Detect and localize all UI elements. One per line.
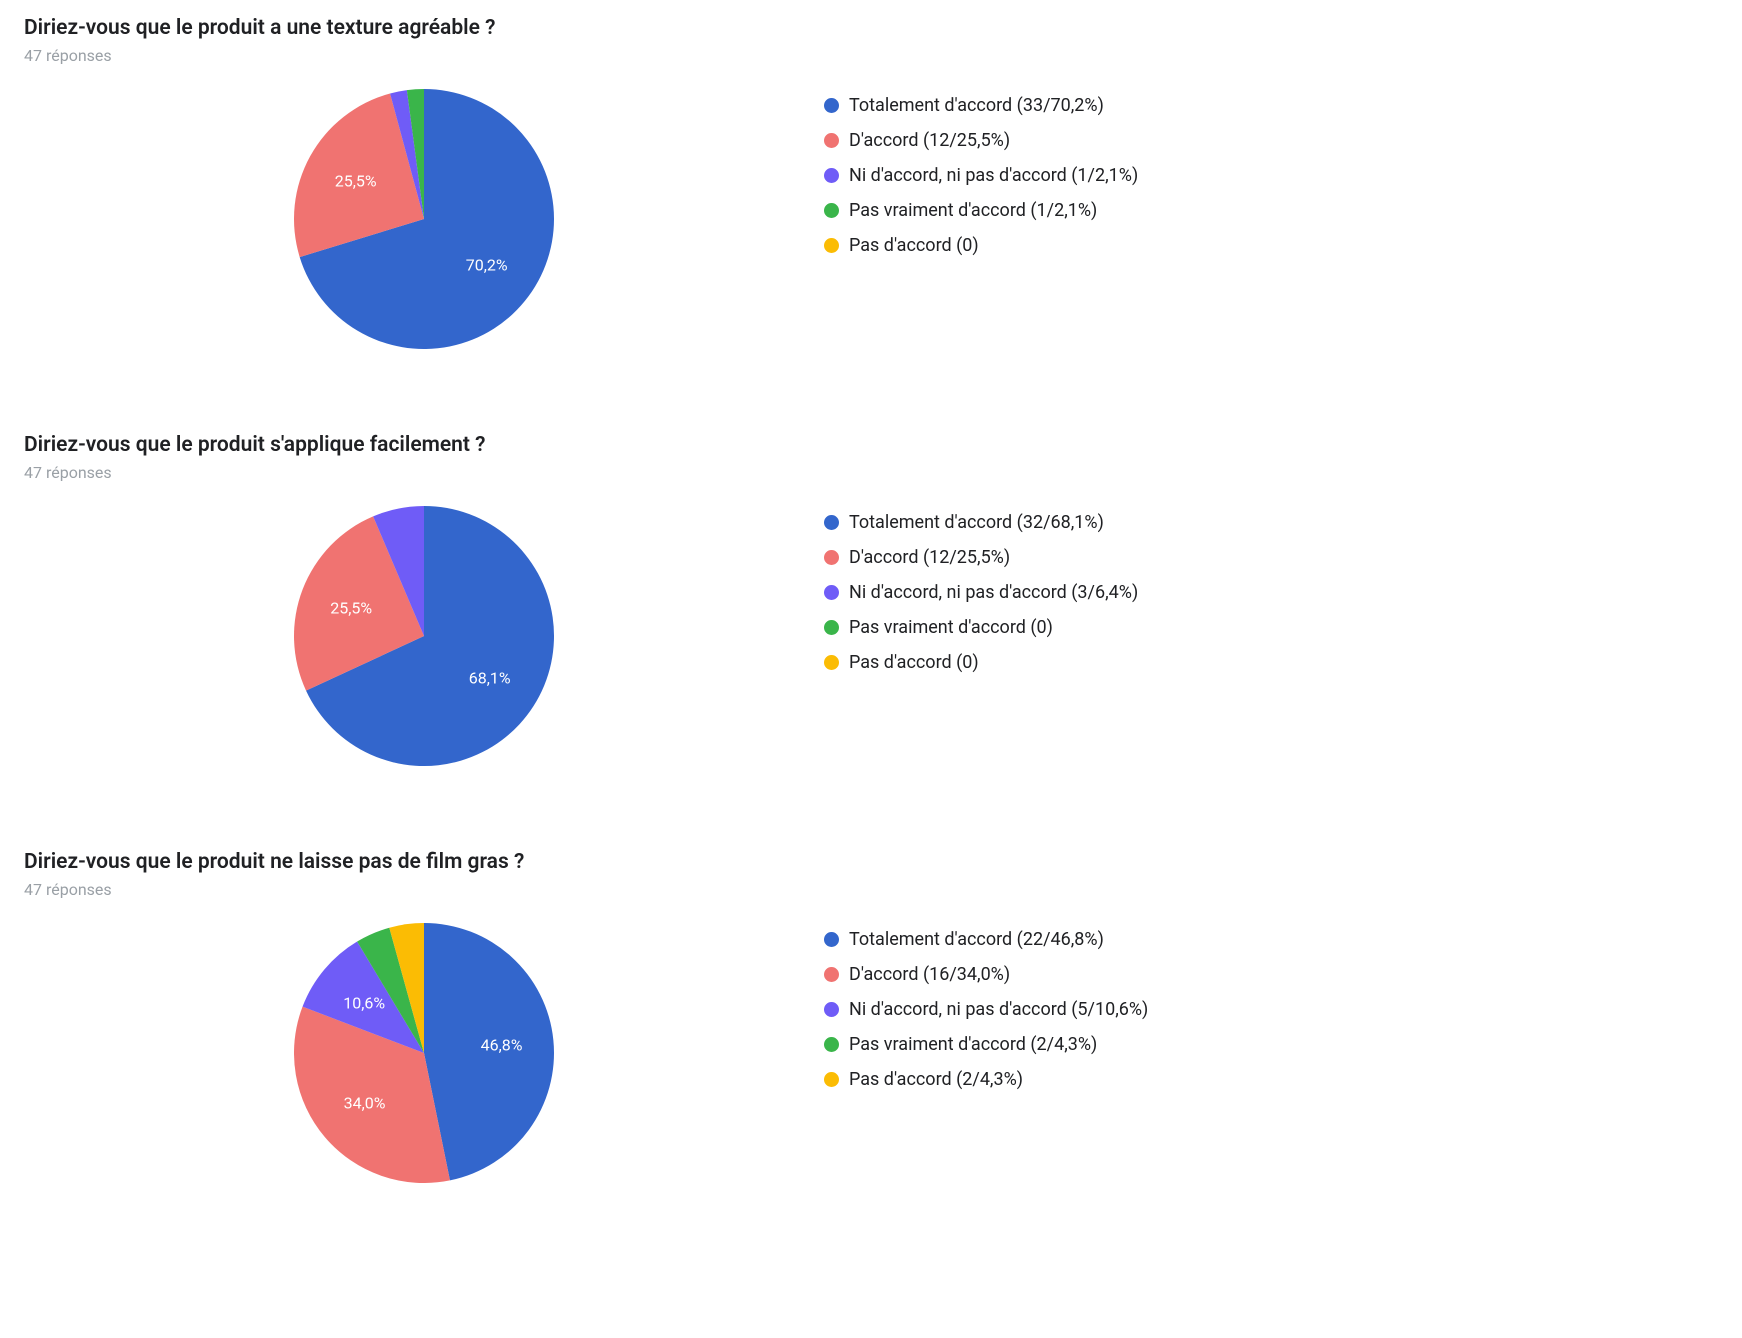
legend-swatch <box>824 550 839 565</box>
legend-swatch <box>824 967 839 982</box>
legend-swatch <box>824 1037 839 1052</box>
question-title: Diriez-vous que le produit s'applique fa… <box>24 433 1718 457</box>
legend-swatch <box>824 620 839 635</box>
legend-item: Pas vraiment d'accord (0) <box>824 617 1138 638</box>
legend-text: Pas vraiment d'accord (0) <box>849 617 1053 638</box>
legend-text: Totalement d'accord (22/46,8%) <box>849 929 1104 950</box>
response-count: 47 réponses <box>24 463 1718 482</box>
legend-swatch <box>824 655 839 670</box>
question-block: Diriez-vous que le produit a une texture… <box>24 16 1718 349</box>
pie-chart: 70,2%25,5% <box>24 89 824 349</box>
legend-item: Totalement d'accord (22/46,8%) <box>824 929 1148 950</box>
pie-chart: 68,1%25,5% <box>24 506 824 766</box>
legend-swatch <box>824 932 839 947</box>
legend-item: Ni d'accord, ni pas d'accord (5/10,6%) <box>824 999 1148 1020</box>
response-count: 47 réponses <box>24 46 1718 65</box>
legend-text: D'accord (16/34,0%) <box>849 964 1010 985</box>
legend-item: Pas d'accord (0) <box>824 235 1138 256</box>
legend-item: Totalement d'accord (33/70,2%) <box>824 95 1138 116</box>
legend: Totalement d'accord (33/70,2%) D'accord (… <box>824 89 1138 270</box>
legend-text: Ni d'accord, ni pas d'accord (1/2,1%) <box>849 165 1138 186</box>
legend-text: Totalement d'accord (32/68,1%) <box>849 512 1104 533</box>
legend-swatch <box>824 98 839 113</box>
legend-text: Ni d'accord, ni pas d'accord (3/6,4%) <box>849 582 1138 603</box>
legend-swatch <box>824 203 839 218</box>
legend-text: D'accord (12/25,5%) <box>849 130 1010 151</box>
legend-text: Pas vraiment d'accord (1/2,1%) <box>849 200 1097 221</box>
legend: Totalement d'accord (32/68,1%) D'accord (… <box>824 506 1138 687</box>
legend-item: D'accord (12/25,5%) <box>824 547 1138 568</box>
legend-text: Ni d'accord, ni pas d'accord (5/10,6%) <box>849 999 1148 1020</box>
legend: Totalement d'accord (22/46,8%) D'accord (… <box>824 923 1148 1104</box>
legend-swatch <box>824 133 839 148</box>
question-title: Diriez-vous que le produit ne laisse pas… <box>24 850 1718 874</box>
legend-item: D'accord (12/25,5%) <box>824 130 1138 151</box>
legend-item: Pas d'accord (0) <box>824 652 1138 673</box>
legend-item: Pas vraiment d'accord (2/4,3%) <box>824 1034 1148 1055</box>
response-count: 47 réponses <box>24 880 1718 899</box>
question-block: Diriez-vous que le produit s'applique fa… <box>24 433 1718 766</box>
legend-item: Ni d'accord, ni pas d'accord (1/2,1%) <box>824 165 1138 186</box>
legend-text: Pas d'accord (0) <box>849 652 979 673</box>
legend-text: D'accord (12/25,5%) <box>849 547 1010 568</box>
legend-swatch <box>824 515 839 530</box>
pie-chart: 46,8%34,0%10,6% <box>24 923 824 1183</box>
legend-text: Pas d'accord (2/4,3%) <box>849 1069 1023 1090</box>
legend-item: Totalement d'accord (32/68,1%) <box>824 512 1138 533</box>
legend-text: Pas vraiment d'accord (2/4,3%) <box>849 1034 1097 1055</box>
legend-item: Ni d'accord, ni pas d'accord (3/6,4%) <box>824 582 1138 603</box>
legend-swatch <box>824 1072 839 1087</box>
legend-item: Pas d'accord (2/4,3%) <box>824 1069 1148 1090</box>
legend-item: D'accord (16/34,0%) <box>824 964 1148 985</box>
legend-item: Pas vraiment d'accord (1/2,1%) <box>824 200 1138 221</box>
legend-swatch <box>824 238 839 253</box>
legend-text: Totalement d'accord (33/70,2%) <box>849 95 1104 116</box>
legend-swatch <box>824 168 839 183</box>
legend-swatch <box>824 1002 839 1017</box>
question-title: Diriez-vous que le produit a une texture… <box>24 16 1718 40</box>
legend-swatch <box>824 585 839 600</box>
question-block: Diriez-vous que le produit ne laisse pas… <box>24 850 1718 1183</box>
legend-text: Pas d'accord (0) <box>849 235 979 256</box>
